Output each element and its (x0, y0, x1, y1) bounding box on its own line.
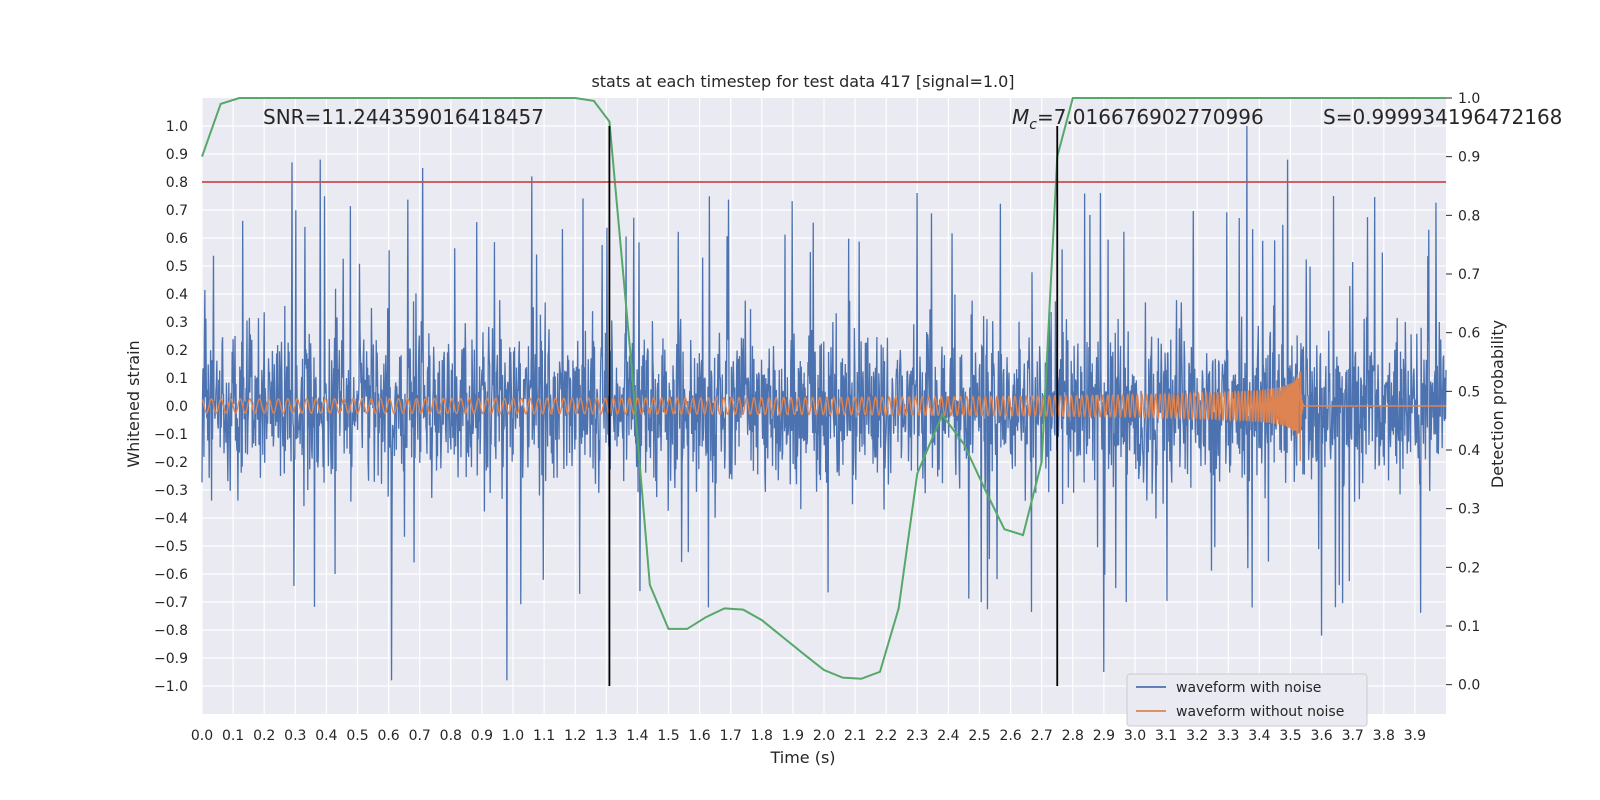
x-tick-label: 3.0 (1124, 728, 1146, 744)
y-tick-label: −1.0 (154, 679, 188, 695)
y-tick-label: −0.1 (154, 427, 188, 443)
x-tick-label: 0.0 (191, 728, 213, 744)
y2-tick-label: 0.7 (1458, 267, 1480, 283)
x-tick-label: 0.2 (253, 728, 275, 744)
x-tick-label: 1.5 (657, 728, 679, 744)
x-tick-label: 2.8 (1062, 728, 1084, 744)
overlays (202, 126, 1446, 686)
chirp-mass-annotation: Mc=7.016676902770996 (1012, 105, 1264, 133)
y-tick-label: 0.9 (166, 147, 188, 163)
x-tick-label: 1.8 (751, 728, 773, 744)
y-tick-label: −0.6 (154, 567, 188, 583)
legend-box (1126, 673, 1368, 727)
y2-tick-label: 0.9 (1458, 150, 1480, 166)
x-tick-label: 3.1 (1155, 728, 1177, 744)
x-tick-label: 3.2 (1186, 728, 1208, 744)
x-tick-label: 0.1 (222, 728, 244, 744)
x-tick-label: 1.6 (688, 728, 710, 744)
x-tick-label: 0.8 (440, 728, 462, 744)
noise-waveform-line (201, 125, 1447, 681)
x-tick-label: 1.3 (595, 728, 617, 744)
x-tick-label: 3.3 (1217, 728, 1239, 744)
y-tick-label: 0.6 (166, 231, 188, 247)
x-tick-label: 2.9 (1093, 728, 1115, 744)
x-tick-label: 0.6 (377, 728, 399, 744)
y-tick-label: 0.5 (166, 259, 188, 275)
x-tick-label: 3.9 (1404, 728, 1426, 744)
x-tick-label: 3.5 (1279, 728, 1301, 744)
legend-label-noise: waveform with noise (1176, 680, 1321, 696)
x-tick-label: 3.8 (1373, 728, 1395, 744)
y-tick-label: 0.7 (166, 203, 188, 219)
x-axis-label: Time (s) (769, 748, 835, 767)
y-tick-label: −0.8 (154, 623, 188, 639)
y-tick-label: 0.4 (166, 287, 188, 303)
x-tick-label: 0.5 (346, 728, 368, 744)
y-axis-label: Whitened strain (124, 340, 143, 467)
chart-title: stats at each timestep for test data 417… (591, 72, 1014, 91)
series-waveform-with-noise (201, 125, 1447, 681)
y-tick-label: 0.2 (166, 343, 188, 359)
x-tick-label: 3.6 (1310, 728, 1332, 744)
y2-tick-label: 0.0 (1458, 678, 1480, 694)
x-tick-label: 2.0 (813, 728, 835, 744)
y2-tick-label: 0.1 (1458, 619, 1480, 635)
y-tick-label: −0.2 (154, 455, 188, 471)
detection-probability-line (201, 97, 1446, 680)
snr-annotation: SNR=11.244359016418457 (263, 105, 544, 129)
x-tick-label: 0.4 (315, 728, 337, 744)
score-annotation: S=0.999934196472168 (1323, 105, 1562, 129)
y2-tick-label: 0.3 (1458, 502, 1480, 518)
x-tick-label: 3.4 (1248, 728, 1270, 744)
y-tick-label: 0.1 (166, 371, 188, 387)
chirp-mass-symbol: M (1012, 105, 1029, 129)
series-waveform-without-noise (201, 371, 1446, 462)
x-tick-label: 3.7 (1342, 728, 1364, 744)
x-tick-label: 2.6 (999, 728, 1021, 744)
x-tick-label: 1.0 (502, 728, 524, 744)
y-tick-label: 0.3 (166, 315, 188, 331)
y2-tick-label: 1.0 (1458, 91, 1480, 107)
x-tick-label: 2.5 (968, 728, 990, 744)
x-tick-label: 2.1 (844, 728, 866, 744)
x-tick-label: 1.2 (564, 728, 586, 744)
y-tick-label: −0.4 (154, 511, 188, 527)
series-detection-probability (201, 97, 1446, 680)
y-tick-label: 0.8 (166, 175, 188, 191)
y-tick-label: −0.7 (154, 595, 188, 611)
chirp-mass-value: =7.016676902770996 (1037, 105, 1264, 129)
x-tick-label: 0.7 (409, 728, 431, 744)
x-tick-label: 1.4 (626, 728, 648, 744)
chirp-mass-subscript: c (1029, 117, 1037, 133)
legend: waveform with noise waveform without noi… (1126, 673, 1368, 727)
x-tick-label: 2.4 (937, 728, 959, 744)
y-tick-label: 1.0 (166, 119, 188, 135)
x-tick-label: 0.3 (284, 728, 306, 744)
y2-axis-ticks: 1.0 0.9 0.8 0.7 0.6 0.5 0.4 0.3 0.2 0.1 0.0 (1446, 91, 1480, 694)
x-tick-label: 1.7 (720, 728, 742, 744)
y-tick-label: −0.5 (154, 539, 188, 555)
legend-label-clean: waveform without noise (1176, 704, 1344, 720)
y2-tick-label: 0.2 (1458, 560, 1480, 576)
x-tick-label: 2.7 (1031, 728, 1053, 744)
x-tick-label: 1.1 (533, 728, 555, 744)
y-tick-label: −0.3 (154, 483, 188, 499)
x-tick-label: 2.2 (875, 728, 897, 744)
clean-waveform-line (201, 371, 1446, 462)
y2-axis-label: Detection probability (1488, 320, 1507, 488)
x-tick-label: 2.3 (906, 728, 928, 744)
y2-tick-label: 0.5 (1458, 384, 1480, 400)
y-tick-label: 0.0 (166, 399, 188, 415)
y2-tick-label: 0.6 (1458, 326, 1480, 342)
y-tick-label: −0.9 (154, 651, 188, 667)
y-axis-ticks: 1.0 0.9 0.8 0.7 0.6 0.5 0.4 0.3 0.2 0.1 0.0 −0.1 −0.… (154, 119, 188, 695)
x-axis-ticks: 0.0 0.1 0.2 0.3 0.4 0.5 0.6 0.7 0.8 0.9 1.0 1.1 1.2 1… (191, 728, 1426, 744)
y2-tick-label: 0.4 (1458, 443, 1480, 459)
x-tick-label: 1.9 (782, 728, 804, 744)
y2-tick-label: 0.8 (1458, 208, 1480, 224)
x-tick-label: 0.9 (471, 728, 493, 744)
